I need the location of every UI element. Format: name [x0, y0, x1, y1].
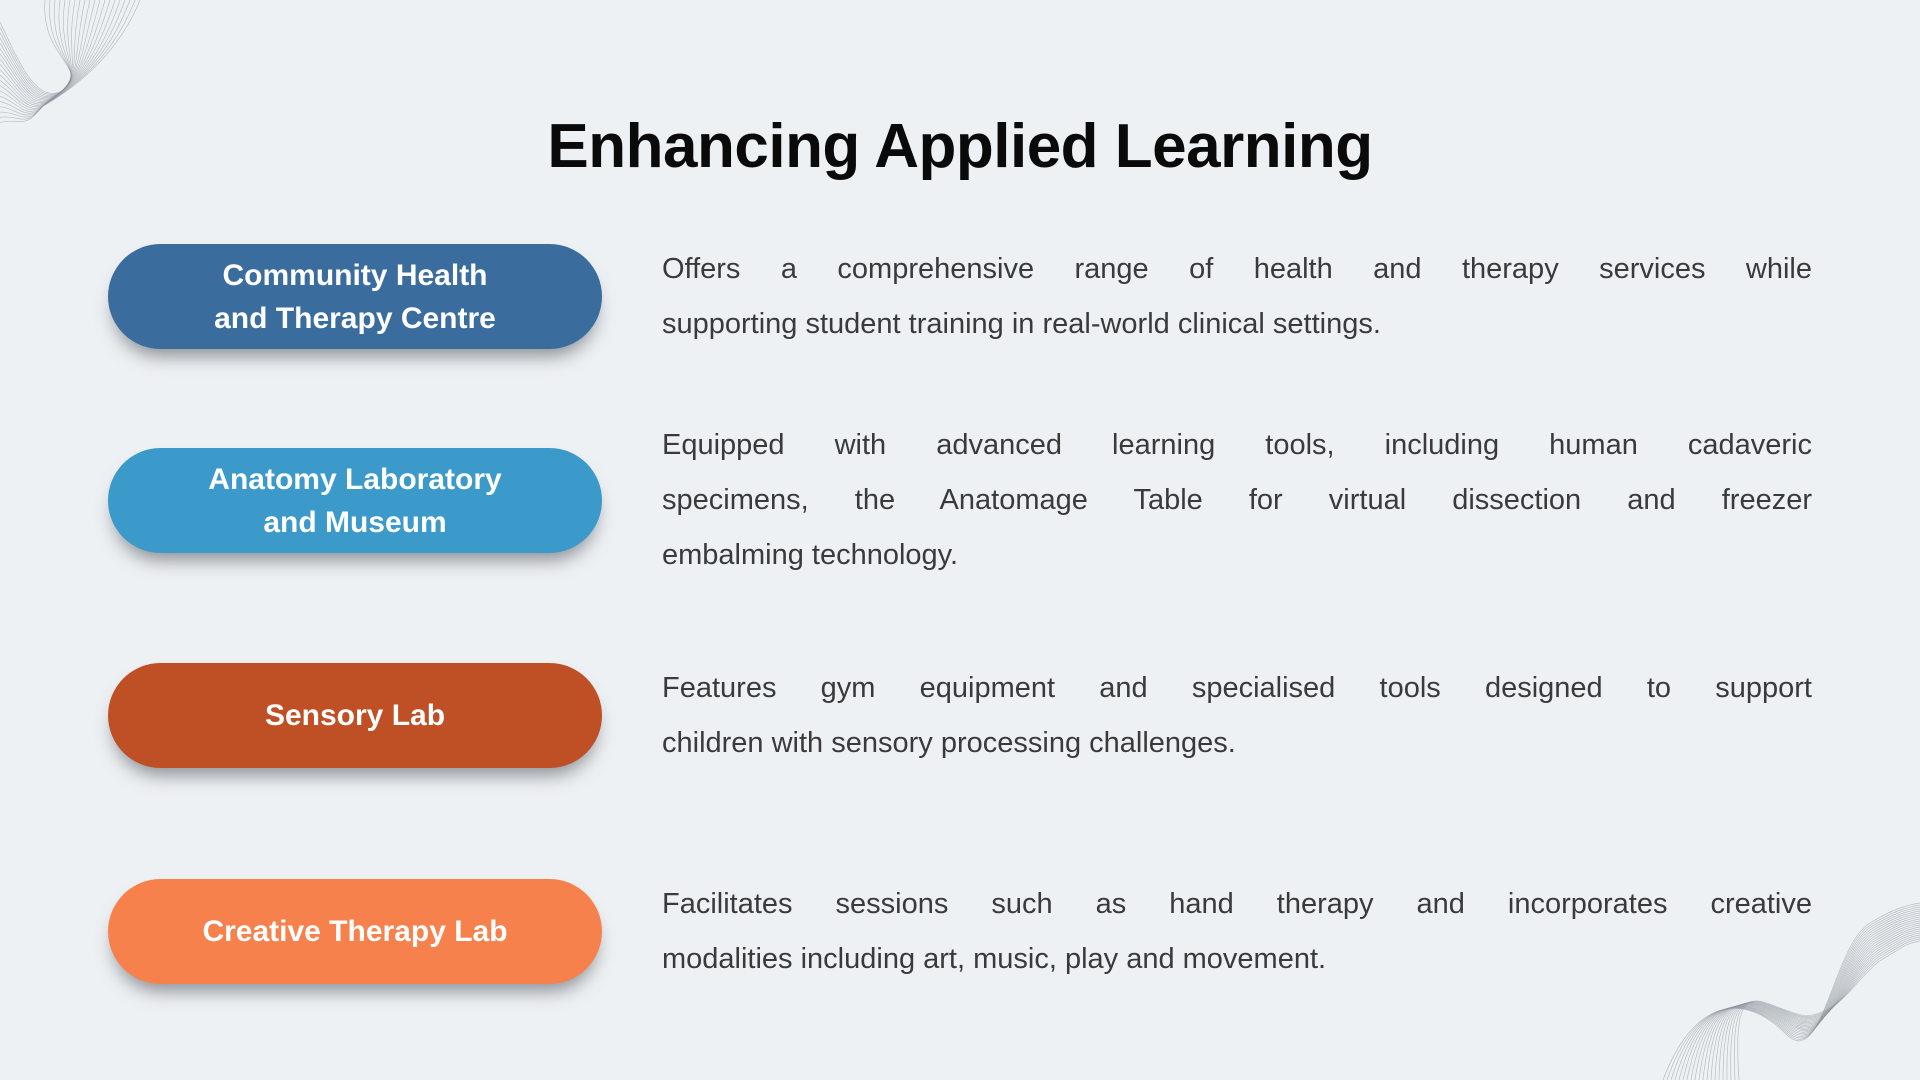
description-line: Offers a comprehensive range of health a… [662, 252, 1812, 285]
feature-row-sensory-lab: Sensory Lab Features gym equipment and s… [108, 663, 1868, 768]
pill-community-health-and-therapy-centre: Community Health and Therapy Centre [108, 244, 602, 349]
description-line: supporting student training in real-worl… [662, 307, 1381, 340]
feature-description-sensory-lab: Features gym equipment and specialised t… [662, 661, 1812, 771]
feature-description-creative-therapy-lab: Facilitates sessions such as hand therap… [662, 877, 1812, 987]
pill-label: and Museum [263, 505, 447, 539]
description-line: Equipped with advanced learning tools, i… [662, 429, 1812, 461]
feature-row-community-health: Community Health and Therapy Centre Offe… [108, 244, 1868, 349]
pill-anatomy-laboratory-and-museum: Anatomy Laboratory and Museum [108, 448, 602, 553]
description-line: specimens, the Anatomage Table for virtu… [662, 484, 1812, 516]
pill-sensory-lab: Sensory Lab [108, 663, 602, 768]
pill-label: Sensory Lab [264, 699, 446, 732]
description-line: Features gym equipment and specialised t… [662, 671, 1812, 704]
description-line: embalming technology. [662, 539, 959, 571]
pill-label: and Therapy Centre [214, 301, 496, 335]
pill-creative-therapy-lab: Creative Therapy Lab [108, 879, 602, 984]
description-line: modalities including art, music, play an… [662, 942, 1327, 975]
pill-label: Creative Therapy Lab [202, 915, 508, 948]
description-line: Facilitates sessions such as hand therap… [662, 887, 1812, 920]
slide-title: Enhancing Applied Learning [547, 111, 1373, 181]
description-line: children with sensory processing challen… [662, 726, 1236, 759]
feature-description-community-health: Offers a comprehensive range of health a… [662, 242, 1812, 352]
pill-label: Anatomy Laboratory [208, 462, 502, 496]
feature-row-creative-therapy-lab: Creative Therapy Lab Facilitates session… [108, 879, 1868, 984]
feature-row-anatomy-laboratory: Anatomy Laboratory and Museum Equipped w… [108, 429, 1868, 571]
pill-label: Community Health [222, 258, 488, 292]
feature-description-anatomy-laboratory: Equipped with advanced learning tools, i… [662, 418, 1812, 583]
